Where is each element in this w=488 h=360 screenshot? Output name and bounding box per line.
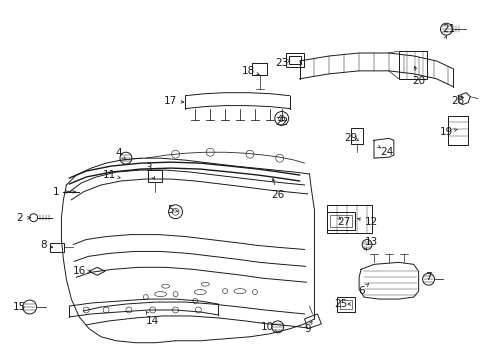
Text: 11: 11 — [102, 170, 116, 180]
Text: 2: 2 — [17, 213, 23, 223]
Text: 5: 5 — [167, 205, 174, 215]
Text: 7: 7 — [425, 272, 431, 282]
Text: 9: 9 — [304, 324, 310, 334]
Bar — [447, 116, 468, 145]
Text: 23: 23 — [275, 58, 288, 68]
Text: 28: 28 — [451, 96, 464, 105]
Bar — [340, 300, 351, 309]
Text: 21: 21 — [441, 24, 454, 34]
Bar — [398, 51, 426, 79]
Text: 27: 27 — [337, 217, 350, 227]
Bar — [326, 205, 371, 233]
Text: 25: 25 — [334, 299, 347, 309]
Text: 1: 1 — [53, 187, 60, 197]
Bar — [288, 56, 300, 64]
Text: 12: 12 — [364, 217, 377, 227]
Text: 3: 3 — [145, 163, 152, 173]
Text: 15: 15 — [13, 302, 26, 312]
Text: 14: 14 — [146, 316, 159, 326]
Text: 8: 8 — [40, 240, 47, 251]
Text: 29: 29 — [344, 133, 357, 143]
Text: 4: 4 — [116, 148, 122, 158]
Text: 17: 17 — [163, 96, 177, 105]
Bar — [147, 170, 162, 182]
Text: 26: 26 — [270, 190, 284, 200]
Text: 22: 22 — [275, 117, 288, 127]
Text: 19: 19 — [439, 127, 452, 138]
Bar — [251, 63, 266, 75]
Bar — [350, 129, 362, 144]
Text: 20: 20 — [411, 76, 425, 86]
Text: 10: 10 — [261, 322, 274, 332]
Text: 6: 6 — [357, 286, 364, 296]
Bar — [330, 215, 351, 227]
Bar — [326, 212, 354, 230]
Bar — [49, 243, 64, 252]
Bar — [285, 53, 303, 67]
Text: 16: 16 — [73, 266, 86, 276]
Bar — [337, 297, 354, 312]
Text: 18: 18 — [241, 66, 254, 76]
Text: 13: 13 — [364, 237, 377, 247]
Text: 24: 24 — [380, 147, 393, 157]
